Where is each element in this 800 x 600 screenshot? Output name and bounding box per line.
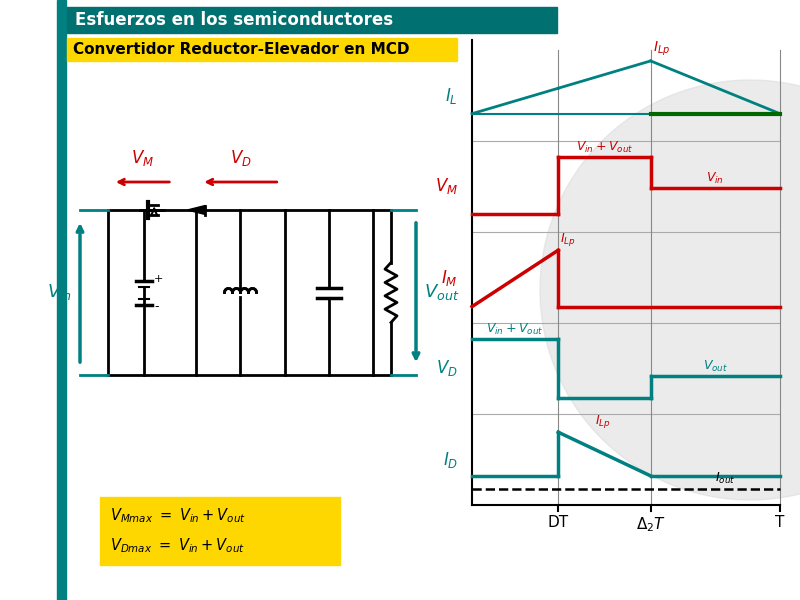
Text: $V_{out}$: $V_{out}$ (424, 283, 459, 302)
Text: -: - (154, 300, 158, 313)
Text: $\Delta_2 T$: $\Delta_2 T$ (635, 515, 666, 534)
Text: Esfuerzos en los semiconductores: Esfuerzos en los semiconductores (75, 11, 393, 29)
Text: $I_L$: $I_L$ (446, 85, 458, 106)
Text: $V_M$: $V_M$ (131, 148, 154, 168)
Text: $V_{in}$: $V_{in}$ (706, 171, 724, 187)
Text: DT: DT (548, 515, 569, 530)
Polygon shape (540, 80, 800, 500)
Text: $V_{in}+V_{out}$: $V_{in}+V_{out}$ (486, 322, 544, 337)
Text: $V_{in}$: $V_{in}$ (47, 283, 72, 302)
Text: $V_D$: $V_D$ (230, 148, 251, 168)
Bar (100, 497, 340, 565)
Polygon shape (187, 205, 206, 214)
Text: $V_M$: $V_M$ (435, 176, 458, 196)
Text: $V_{Dmax}\ =\ V_{in}+V_{out}$: $V_{Dmax}\ =\ V_{in}+V_{out}$ (110, 536, 245, 556)
Text: $V_{in}+V_{out}$: $V_{in}+V_{out}$ (576, 140, 633, 155)
Text: $I_{Lp}$: $I_{Lp}$ (560, 231, 576, 248)
Text: T: T (775, 515, 785, 530)
Text: $V_D$: $V_D$ (436, 358, 458, 379)
Bar (57, 0, 66, 600)
Text: $I_M$: $I_M$ (442, 268, 458, 287)
Text: +: + (154, 274, 163, 283)
Text: $V_{out}$: $V_{out}$ (702, 359, 728, 374)
Text: $I_{out}$: $I_{out}$ (715, 470, 735, 485)
Text: $I_{Lp}$: $I_{Lp}$ (653, 40, 670, 58)
Bar (67, 38, 457, 61)
Text: Convertidor Reductor-Elevador en MCD: Convertidor Reductor-Elevador en MCD (73, 42, 410, 57)
Text: $I_D$: $I_D$ (442, 449, 458, 469)
Text: $V_{Mmax}\ =\ V_{in}+V_{out}$: $V_{Mmax}\ =\ V_{in}+V_{out}$ (110, 506, 246, 526)
Bar (67, 7, 557, 33)
Text: $I_{Lp}$: $I_{Lp}$ (594, 413, 610, 430)
